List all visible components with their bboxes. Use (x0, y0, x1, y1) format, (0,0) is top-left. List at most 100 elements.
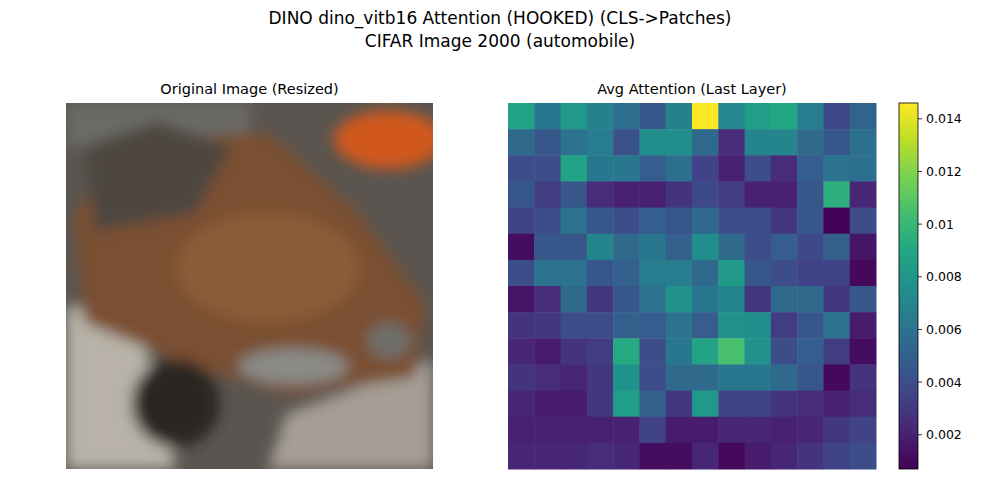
heatmap-cell (718, 234, 745, 261)
heatmap-cell (666, 364, 693, 391)
heatmap-cell (666, 312, 693, 339)
figure: DINO dino_vitb16 Attention (HOOKED) (CLS… (0, 0, 1000, 500)
heatmap-cell (587, 391, 614, 418)
heatmap-cell (771, 338, 798, 365)
heatmap-cell (718, 391, 745, 418)
heatmap-cell (639, 234, 666, 261)
heatmap-cell (587, 129, 614, 156)
figure-title: DINO dino_vitb16 Attention (HOOKED) (CLS… (269, 8, 732, 29)
heatmap-cell (823, 181, 850, 208)
colorbar-tick-label: 0.012 (926, 164, 962, 179)
heatmap-cell (587, 208, 614, 235)
heatmap-cell (850, 155, 877, 182)
heatmap-cell (692, 312, 719, 339)
heatmap-cell (613, 391, 640, 418)
heatmap-cell (771, 443, 798, 470)
colorbar-tick (918, 434, 922, 435)
heatmap-cell (771, 312, 798, 339)
heatmap-cell (771, 155, 798, 182)
heatmap-cell (666, 181, 693, 208)
heatmap-cell (613, 260, 640, 287)
heatmap-cell (823, 391, 850, 418)
heatmap-cell (561, 417, 588, 444)
heatmap-cell (745, 338, 772, 365)
heatmap-cell (613, 129, 640, 156)
heatmap-cell (771, 391, 798, 418)
heatmap-cell (534, 181, 561, 208)
heatmap-cell (508, 155, 535, 182)
colorbar-tick-label: 0.006 (926, 322, 962, 337)
heatmap-cell (587, 443, 614, 470)
heatmap-cell (692, 391, 719, 418)
heatmap-cell (692, 260, 719, 287)
heatmap-cell (508, 181, 535, 208)
heatmap-cell (692, 208, 719, 235)
heatmap-cell (666, 338, 693, 365)
heatmap-cell (850, 181, 877, 208)
heatmap-cell (534, 286, 561, 313)
heatmap-cell (823, 129, 850, 156)
colorbar-tick-label: 0.008 (926, 269, 962, 284)
heatmap-cell (797, 338, 824, 365)
panel-title: Original Image (Resized) (160, 81, 338, 97)
heatmap-cell (718, 208, 745, 235)
heatmap-cell (797, 234, 824, 261)
heatmap-cell (745, 181, 772, 208)
heatmap-cell (613, 286, 640, 313)
heatmap-cell (561, 181, 588, 208)
heatmap-cell (561, 129, 588, 156)
heatmap-cell (534, 391, 561, 418)
heatmap-cell (771, 260, 798, 287)
heatmap-cell (639, 181, 666, 208)
heatmap-cell (692, 417, 719, 444)
colorbar-tick (918, 171, 922, 172)
heatmap-cell (850, 338, 877, 365)
heatmap-cell (561, 338, 588, 365)
heatmap-cell (823, 208, 850, 235)
heatmap-cell (534, 155, 561, 182)
heatmap-cell (639, 364, 666, 391)
heatmap-cell (534, 234, 561, 261)
colorbar-tick-label: 0.004 (926, 375, 962, 390)
heatmap-cell (666, 234, 693, 261)
heatmap-cell (797, 103, 824, 130)
colorbar-tick (918, 329, 922, 330)
heatmap-cell (850, 364, 877, 391)
heatmap-cell (718, 129, 745, 156)
colorbar (899, 103, 918, 469)
heatmap-cell (508, 234, 535, 261)
colorbar-tick (918, 276, 922, 277)
heatmap-cell (745, 260, 772, 287)
heatmap-cell (771, 417, 798, 444)
panel-title: Avg Attention (Last Layer) (597, 81, 787, 97)
heatmap-cell (587, 260, 614, 287)
heatmap-cell (613, 181, 640, 208)
heatmap-cell (850, 312, 877, 339)
heatmap-cell (561, 286, 588, 313)
heatmap-cell (823, 338, 850, 365)
heatmap-cell (718, 364, 745, 391)
heatmap-cell (771, 208, 798, 235)
heatmap-cell (508, 338, 535, 365)
heatmap-cell (850, 391, 877, 418)
heatmap-cell (639, 260, 666, 287)
heatmap-cell (639, 443, 666, 470)
heatmap-cell (850, 103, 877, 130)
heatmap-cell (718, 443, 745, 470)
heatmap-cell (823, 260, 850, 287)
colorbar-tick-label: 0.01 (926, 217, 954, 232)
heatmap-cell (666, 286, 693, 313)
heatmap-cell (797, 286, 824, 313)
heatmap-cell (613, 208, 640, 235)
heatmap-cell (745, 312, 772, 339)
heatmap-cell (534, 208, 561, 235)
heatmap-cell (534, 312, 561, 339)
colorbar-tick (918, 118, 922, 119)
heatmap-cell (613, 417, 640, 444)
heatmap-cell (745, 155, 772, 182)
heatmap-cell (508, 208, 535, 235)
heatmap-cell (508, 391, 535, 418)
heatmap-cell (771, 103, 798, 130)
heatmap-cell (745, 364, 772, 391)
heatmap-cell (587, 286, 614, 313)
